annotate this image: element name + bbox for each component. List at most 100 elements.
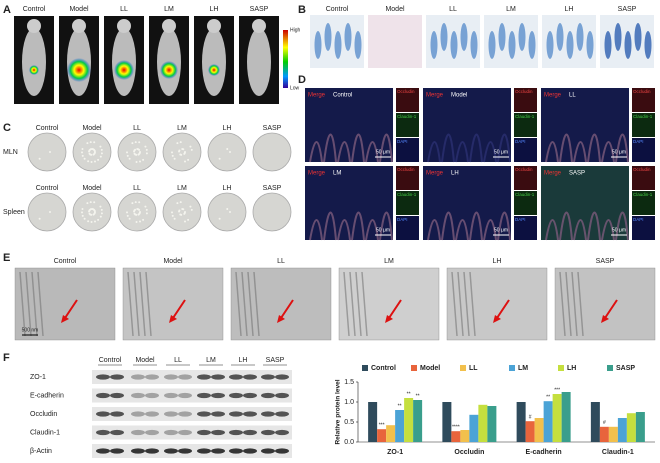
label: Control: [54, 258, 77, 265]
band: [110, 392, 124, 399]
colony: [171, 211, 174, 214]
colony: [187, 158, 190, 161]
villus: [337, 141, 351, 163]
label: LM: [506, 6, 516, 13]
bar: [590, 402, 600, 442]
panel-letter: A: [3, 4, 11, 16]
mouse-body: [22, 28, 46, 96]
label: SASP: [250, 6, 269, 13]
label: SASP: [596, 258, 615, 265]
colony: [226, 208, 229, 211]
colorbar: [283, 30, 288, 88]
colony: [93, 149, 96, 152]
crypt: [546, 31, 554, 59]
colony: [97, 218, 100, 221]
colony: [229, 151, 231, 153]
significance: ****: [452, 425, 460, 431]
colony: [179, 141, 182, 144]
band: [275, 448, 289, 454]
band: [229, 429, 243, 436]
scale-bar-label: 50 μm: [612, 227, 626, 233]
microvillus: [31, 271, 38, 337]
dish: [207, 192, 247, 232]
crypt: [430, 31, 438, 59]
bar: [617, 418, 627, 442]
label: LH: [223, 125, 232, 132]
label: Control: [36, 185, 59, 192]
band: [178, 392, 192, 399]
crypt: [450, 31, 458, 59]
channel-image: [632, 216, 655, 240]
channel-label: DAPI: [633, 217, 644, 222]
band: [164, 374, 178, 380]
colony: [131, 202, 134, 205]
signal: [160, 61, 178, 79]
colony: [179, 153, 182, 156]
microvillus: [451, 271, 458, 337]
villus: [601, 219, 615, 241]
channel-label: DAPI: [515, 139, 526, 144]
microvillus: [19, 271, 26, 337]
label: LL: [277, 258, 285, 265]
colony: [138, 201, 141, 204]
channel-label: DAPI: [397, 139, 408, 144]
crypt: [604, 31, 612, 59]
colony: [131, 142, 134, 145]
colony: [142, 158, 145, 161]
colony: [138, 141, 141, 144]
label: LL: [133, 185, 141, 192]
villus: [615, 211, 629, 241]
colony: [126, 154, 129, 157]
microvillus: [361, 271, 368, 337]
x-tick-label: E-cadherin: [526, 449, 562, 456]
colony: [171, 151, 174, 154]
channel-label: Claudin-1: [397, 192, 417, 197]
channel-image: [632, 113, 655, 137]
arrow-head: [169, 315, 177, 323]
bar: [368, 402, 378, 442]
colony: [176, 142, 179, 145]
band: [178, 411, 192, 417]
crypt: [314, 31, 322, 59]
villus: [337, 219, 351, 241]
channel-image: [396, 88, 419, 112]
colony: [89, 208, 92, 211]
colony: [178, 209, 181, 212]
band: [197, 448, 211, 454]
band: [243, 411, 257, 417]
label: Control: [326, 6, 349, 13]
colony: [86, 202, 89, 205]
colony: [133, 152, 136, 155]
colony: [93, 201, 96, 204]
villus: [497, 133, 511, 163]
label: SASP: [618, 6, 637, 13]
band: [197, 411, 211, 417]
colony: [38, 217, 41, 220]
tem-image: [554, 267, 656, 341]
legend-swatch: [362, 365, 368, 371]
colony: [97, 158, 100, 161]
label: LM: [384, 258, 394, 265]
colony: [134, 141, 137, 144]
label: LH: [223, 185, 232, 192]
band: [261, 411, 275, 417]
colony: [126, 214, 129, 217]
dish: [252, 192, 292, 232]
legend-swatch: [509, 365, 515, 371]
channel-label: Occludin: [633, 167, 651, 172]
merge-label: Merge: [544, 171, 562, 177]
channel-label: Claudin-1: [515, 114, 535, 119]
villus: [323, 133, 337, 163]
protein-label: β-Actin: [30, 448, 52, 455]
mouse-body: [202, 28, 226, 96]
microvillus: [355, 271, 362, 337]
crypt: [498, 23, 506, 51]
villus: [455, 219, 469, 241]
legend-swatch: [558, 365, 564, 371]
channel-label: Occludin: [397, 167, 415, 172]
group-label: Control: [333, 93, 352, 99]
significance: ***: [554, 387, 560, 393]
legend-swatch: [411, 365, 417, 371]
label: LH: [493, 258, 502, 265]
band: [96, 429, 110, 436]
